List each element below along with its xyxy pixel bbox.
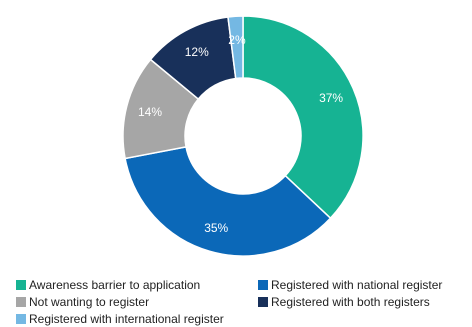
legend-label-international-register: Registered with international register <box>29 312 224 326</box>
legend-label-awareness-barrier: Awareness barrier to application <box>29 278 201 292</box>
legend-item-not-wanting: Not wanting to register <box>16 294 149 310</box>
legend-swatch-international-register <box>16 314 26 324</box>
legend-item-awareness-barrier: Awareness barrier to application <box>16 277 200 293</box>
donut-data-labels: 37% 35% 14% 12% 2% <box>138 33 343 235</box>
data-label-international-register: 2% <box>228 33 246 47</box>
data-label-national-register: 35% <box>204 221 228 235</box>
legend-label-both-registers: Registered with both registers <box>271 295 430 309</box>
legend-swatch-awareness-barrier <box>16 280 26 290</box>
data-label-not-wanting: 14% <box>138 105 162 119</box>
legend-swatch-not-wanting <box>16 297 26 307</box>
chart-legend: Awareness barrier to application Registe… <box>0 276 472 327</box>
legend-label-national-register: Registered with national register <box>271 278 443 292</box>
legend-item-national-register: Registered with national register <box>258 277 442 293</box>
donut-slice-international-register <box>227 15 244 80</box>
donut-slice-national-register <box>124 145 332 257</box>
legend-swatch-both-registers <box>258 297 268 307</box>
data-label-awareness-barrier: 37% <box>319 91 343 105</box>
data-label-both-registers: 12% <box>185 45 209 59</box>
legend-item-international-register: Registered with international register <box>16 311 224 327</box>
donut-chart: 37% 35% 14% 12% 2% <box>122 15 364 257</box>
donut-slices <box>122 15 364 257</box>
legend-swatch-national-register <box>258 280 268 290</box>
donut-slice-awareness-barrier <box>242 15 364 220</box>
legend-item-both-registers: Registered with both registers <box>258 294 430 310</box>
legend-label-not-wanting: Not wanting to register <box>29 295 150 309</box>
